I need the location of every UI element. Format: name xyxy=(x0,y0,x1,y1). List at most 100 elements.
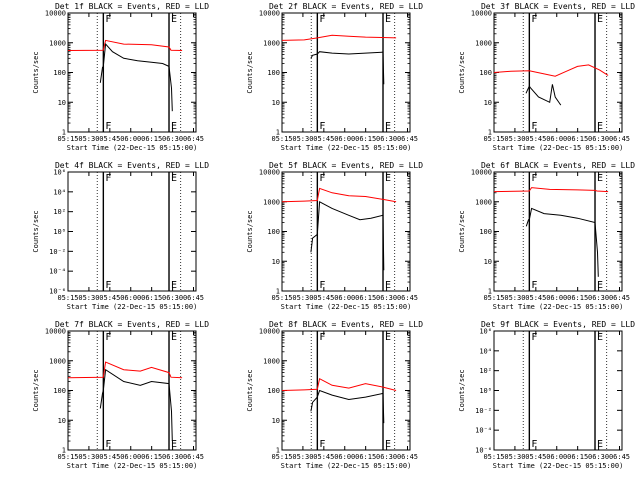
y-tick-label: 10⁴ xyxy=(479,347,492,355)
y-tick-label: 10000 xyxy=(45,328,66,336)
series-lld-line xyxy=(493,64,609,77)
marker-f: F xyxy=(531,14,537,25)
marker-f: F xyxy=(531,280,537,291)
x-tick-label: 05:45 xyxy=(525,294,546,302)
x-tick-label: 06:45 xyxy=(397,453,418,461)
plot-frame xyxy=(281,171,411,292)
y-tick-label: 10⁻² xyxy=(49,248,66,256)
y-tick-label: 10² xyxy=(53,208,66,216)
marker-e: E xyxy=(385,173,391,184)
x-tick-label: 06:45 xyxy=(183,294,204,302)
marker-f: F xyxy=(531,332,537,343)
y-tick-label: 10 xyxy=(272,417,280,425)
y-axis-label: Counts/sec xyxy=(32,369,40,411)
plot-frame xyxy=(493,330,623,451)
x-tick-label: 06:15 xyxy=(355,135,376,143)
y-tick-label: 10 xyxy=(272,99,280,107)
y-axis-label: Counts/sec xyxy=(32,210,40,252)
x-axis-label: Start Time (22-Dec-15 05:15:00) xyxy=(67,462,198,470)
y-tick-label: 10⁻⁶ xyxy=(475,447,492,455)
marker-f: F xyxy=(105,14,111,25)
x-tick-label: 05:45 xyxy=(99,294,120,302)
x-tick-label: 06:45 xyxy=(397,135,418,143)
marker-e: E xyxy=(597,173,603,184)
y-tick-label: 100 xyxy=(53,387,66,395)
series-lld-line xyxy=(281,34,397,41)
x-tick-label: 06:15 xyxy=(567,453,588,461)
marker-f: F xyxy=(531,439,537,450)
x-tick-label: 05:30 xyxy=(504,453,525,461)
marker-e: E xyxy=(597,332,603,343)
series-events-line xyxy=(310,51,385,85)
y-tick-label: 10⁻² xyxy=(475,407,492,415)
y-tick-label: 1000 xyxy=(263,198,280,206)
x-tick-label: 05:15 xyxy=(271,135,292,143)
x-tick-label: 05:30 xyxy=(292,135,313,143)
y-tick-label: 10⁻⁴ xyxy=(49,268,66,276)
marker-f: F xyxy=(319,280,325,291)
y-axis-label: Counts/sec xyxy=(246,51,254,93)
x-tick-label: 05:30 xyxy=(78,453,99,461)
y-tick-label: 100 xyxy=(267,387,280,395)
marker-e: E xyxy=(171,332,177,343)
marker-f: F xyxy=(319,14,325,25)
series-lld-line xyxy=(493,187,609,193)
y-tick-label: 10 xyxy=(58,99,66,107)
x-tick-label: 06:15 xyxy=(141,135,162,143)
y-tick-label: 10000 xyxy=(471,169,492,177)
y-tick-label: 1000 xyxy=(475,39,492,47)
marker-e: E xyxy=(171,14,177,25)
y-tick-label: 10000 xyxy=(259,328,280,336)
y-tick-label: 1 xyxy=(62,129,66,137)
x-tick-label: 06:00 xyxy=(546,294,567,302)
x-tick-label: 05:45 xyxy=(313,453,334,461)
marker-e: E xyxy=(385,14,391,25)
y-axis-label: Counts/sec xyxy=(32,51,40,93)
marker-f: F xyxy=(105,121,111,132)
x-tick-label: 05:15 xyxy=(271,453,292,461)
x-tick-label: 06:00 xyxy=(120,135,141,143)
plot-frame xyxy=(67,171,197,292)
series-events-line xyxy=(99,42,173,112)
y-tick-label: 10⁻⁴ xyxy=(475,427,492,435)
marker-f: F xyxy=(319,332,325,343)
y-tick-label: 1000 xyxy=(49,357,66,365)
y-tick-label: 1000 xyxy=(263,39,280,47)
y-axis-label: Counts/sec xyxy=(458,369,466,411)
y-tick-label: 10⁶ xyxy=(53,169,66,177)
x-tick-label: 06:15 xyxy=(567,135,588,143)
x-tick-label: 05:15 xyxy=(483,135,504,143)
x-tick-label: 05:15 xyxy=(483,453,504,461)
x-tick-label: 06:15 xyxy=(355,453,376,461)
y-tick-label: 1000 xyxy=(475,198,492,206)
marker-e: E xyxy=(597,14,603,25)
marker-e: E xyxy=(171,121,177,132)
marker-e: E xyxy=(385,332,391,343)
x-tick-label: 06:45 xyxy=(609,294,630,302)
y-axis-label: Counts/sec xyxy=(458,51,466,93)
x-tick-label: 05:15 xyxy=(57,453,78,461)
marker-f: F xyxy=(531,121,537,132)
x-axis-label: Start Time (22-Dec-15 05:15:00) xyxy=(493,462,624,470)
y-tick-label: 1000 xyxy=(49,39,66,47)
series-events-line xyxy=(310,389,385,424)
y-tick-label: 10⁻⁶ xyxy=(49,288,66,296)
x-tick-label: 06:45 xyxy=(609,453,630,461)
panel-title: Det 4f BLACK = Events, RED = LLD xyxy=(55,161,209,170)
x-tick-label: 05:15 xyxy=(483,294,504,302)
x-axis-label: Start Time (22-Dec-15 05:15:00) xyxy=(281,462,412,470)
series-events-line xyxy=(525,84,562,106)
x-tick-label: 06:30 xyxy=(162,135,183,143)
x-tick-label: 05:45 xyxy=(313,135,334,143)
x-tick-label: 06:45 xyxy=(183,135,204,143)
x-tick-label: 05:45 xyxy=(525,135,546,143)
series-lld-line xyxy=(281,377,397,391)
x-tick-label: 06:15 xyxy=(355,294,376,302)
x-tick-label: 06:30 xyxy=(588,453,609,461)
panel-title: Det 1f BLACK = Events, RED = LLD xyxy=(55,2,209,11)
